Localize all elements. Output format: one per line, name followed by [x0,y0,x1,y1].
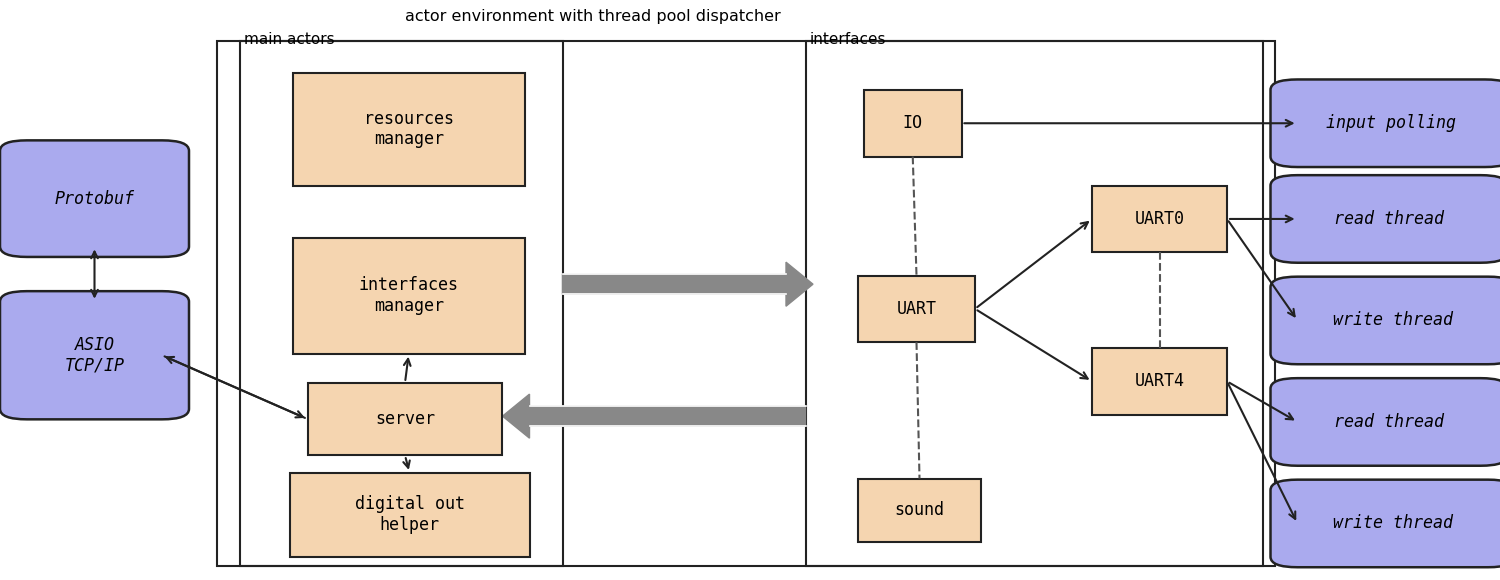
FancyBboxPatch shape [0,291,189,419]
Text: read thread: read thread [1334,413,1444,431]
Text: actor environment with thread pool dispatcher: actor environment with thread pool dispa… [405,9,780,24]
Text: UART0: UART0 [1134,210,1185,228]
Polygon shape [562,262,813,306]
Text: UART4: UART4 [1134,372,1185,390]
FancyBboxPatch shape [308,383,503,455]
Polygon shape [503,394,806,438]
FancyBboxPatch shape [1270,378,1500,466]
Bar [217,41,1275,566]
Text: resources
manager: resources manager [364,110,454,148]
Bar [806,41,1263,566]
Text: ASIO
TCP/IP: ASIO TCP/IP [64,336,125,375]
FancyBboxPatch shape [292,72,525,186]
FancyBboxPatch shape [292,238,525,354]
Text: write thread: write thread [1332,514,1452,532]
FancyBboxPatch shape [1270,79,1500,167]
FancyBboxPatch shape [858,276,975,342]
Text: digital out
helper: digital out helper [354,495,465,534]
Text: input polling: input polling [1326,114,1456,132]
Text: UART: UART [897,300,936,318]
Text: sound: sound [894,501,945,520]
FancyBboxPatch shape [290,473,530,557]
Text: read thread: read thread [1334,210,1444,228]
Text: write thread: write thread [1332,311,1452,329]
FancyBboxPatch shape [864,90,962,157]
FancyBboxPatch shape [858,478,981,542]
Bar [240,41,562,566]
FancyBboxPatch shape [1270,480,1500,567]
FancyBboxPatch shape [1270,277,1500,364]
FancyBboxPatch shape [1092,186,1227,252]
Text: main actors: main actors [244,32,334,47]
Text: IO: IO [903,114,922,132]
FancyBboxPatch shape [1270,175,1500,263]
FancyBboxPatch shape [1092,348,1227,415]
Text: interfaces
manager: interfaces manager [358,277,459,315]
Text: server: server [375,410,435,428]
Text: interfaces: interfaces [810,32,886,47]
FancyBboxPatch shape [0,140,189,257]
Text: Protobuf: Protobuf [54,190,135,208]
